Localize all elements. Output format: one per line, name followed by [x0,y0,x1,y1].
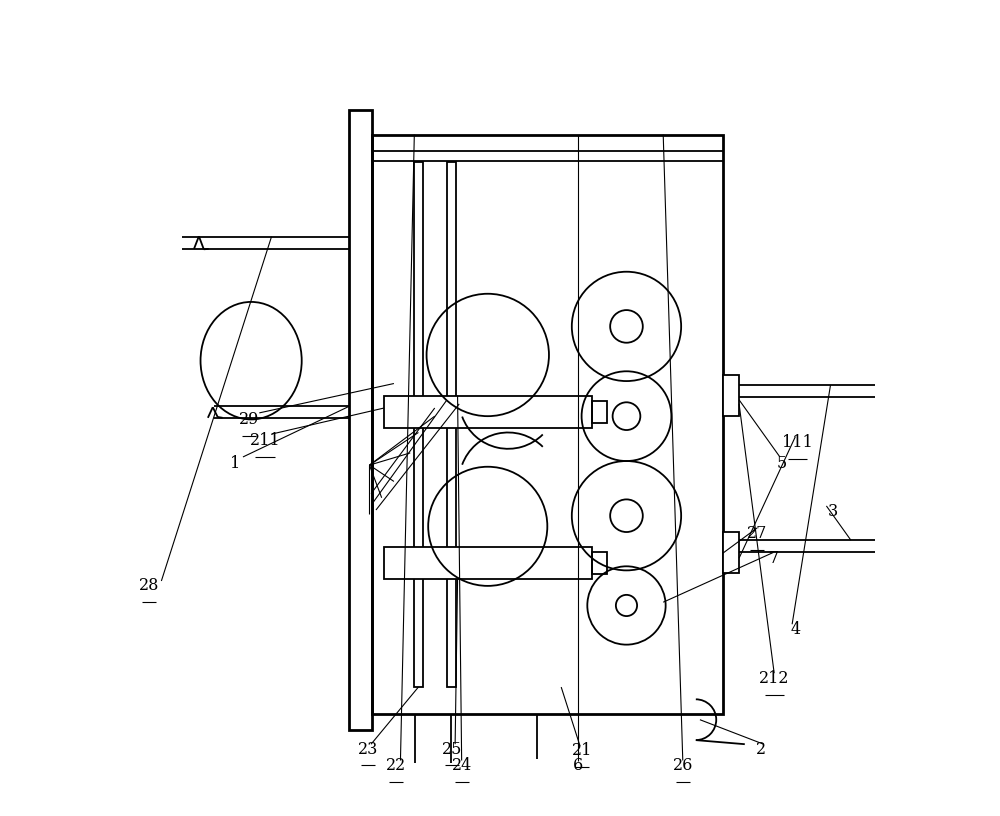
Bar [372,135,723,714]
Text: 28: 28 [139,578,159,594]
Bar [447,162,456,687]
Bar [414,162,423,687]
Bar [723,532,739,573]
Text: 4: 4 [790,622,800,638]
Text: 6: 6 [572,757,583,774]
Bar [349,110,372,730]
Text: 24: 24 [452,757,472,774]
Bar [384,547,592,579]
Text: 3: 3 [828,503,838,520]
Bar [723,375,739,416]
Text: 29: 29 [238,411,259,428]
Text: 5: 5 [776,455,787,472]
Text: 111: 111 [782,434,813,450]
Text: 7: 7 [769,550,779,566]
Text: 211: 211 [250,432,280,449]
Text: 2: 2 [756,741,766,757]
Text: 22: 22 [386,757,406,774]
Bar [384,396,592,428]
Text: 23: 23 [358,741,378,757]
Bar [592,552,607,574]
Text: 25: 25 [442,741,462,757]
Text: 21: 21 [572,743,593,759]
Text: 26: 26 [673,757,693,774]
Text: 1: 1 [230,455,240,472]
Text: 27: 27 [747,526,767,542]
Bar [592,401,607,423]
Text: 212: 212 [759,671,789,687]
